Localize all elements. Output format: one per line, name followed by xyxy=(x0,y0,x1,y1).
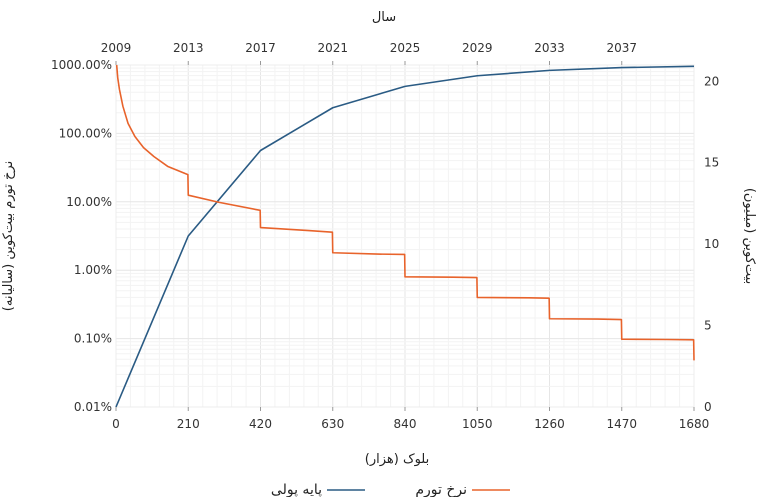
x-axis-title: بلوک (هزار) xyxy=(365,452,429,467)
y-left-tick-label: 100.00% xyxy=(59,126,112,140)
top-tick-label: 2009 xyxy=(101,41,132,55)
x-tick-label: 1680 xyxy=(679,417,710,431)
x-tick-label: 210 xyxy=(177,417,200,431)
series-layer xyxy=(115,64,695,408)
x-tick-label: 1470 xyxy=(606,417,637,431)
top-tick-label: 2037 xyxy=(606,41,637,55)
top-tick-label: 2033 xyxy=(534,41,565,55)
legend-label-inflation: نرخ تورم xyxy=(415,482,467,497)
top-tick-label: 2029 xyxy=(462,41,493,55)
y-left-tick-label: 0.10% xyxy=(74,332,112,346)
legend: پایه پولی نرخ تورم xyxy=(271,482,510,497)
top-tick-label: 2013 xyxy=(173,41,204,55)
y-right-tick-label: 0 xyxy=(704,400,712,414)
top-axis-title: سال xyxy=(372,10,396,25)
y-left-tick-label: 10.00% xyxy=(66,195,112,209)
grid xyxy=(115,65,695,408)
y-right-tick-label: 15 xyxy=(704,156,719,170)
y-left-axis-title: نرخ تورم بیت‌کوین (سالیانه) xyxy=(1,161,16,311)
series-line-money-supply xyxy=(115,65,695,408)
x-tick-label: 1260 xyxy=(534,417,565,431)
y-right-tick-label: 5 xyxy=(704,319,712,333)
x-tick-label: 0 xyxy=(112,417,120,431)
y-right-axis-title: بیت‌کوین (میلیون) xyxy=(742,188,757,284)
top-tick-label: 2025 xyxy=(390,41,421,55)
x-tick-label: 840 xyxy=(394,417,417,431)
y-left-tick-label: 1.00% xyxy=(74,263,112,277)
y-right-tick-label: 20 xyxy=(704,74,719,88)
x-tick-label: 1050 xyxy=(462,417,493,431)
legend-label-money-supply: پایه پولی xyxy=(271,482,322,497)
y-right-tick-label: 10 xyxy=(704,237,719,251)
x-tick-label: 630 xyxy=(321,417,344,431)
y-left-tick-label: 1000.00% xyxy=(51,58,112,72)
y-left-tick-label: 0.01% xyxy=(74,400,112,414)
series-line-inflation-rate xyxy=(115,64,695,361)
top-tick-label: 2021 xyxy=(317,41,348,55)
top-tick-label: 2017 xyxy=(245,41,276,55)
x-tick-label: 420 xyxy=(249,417,272,431)
